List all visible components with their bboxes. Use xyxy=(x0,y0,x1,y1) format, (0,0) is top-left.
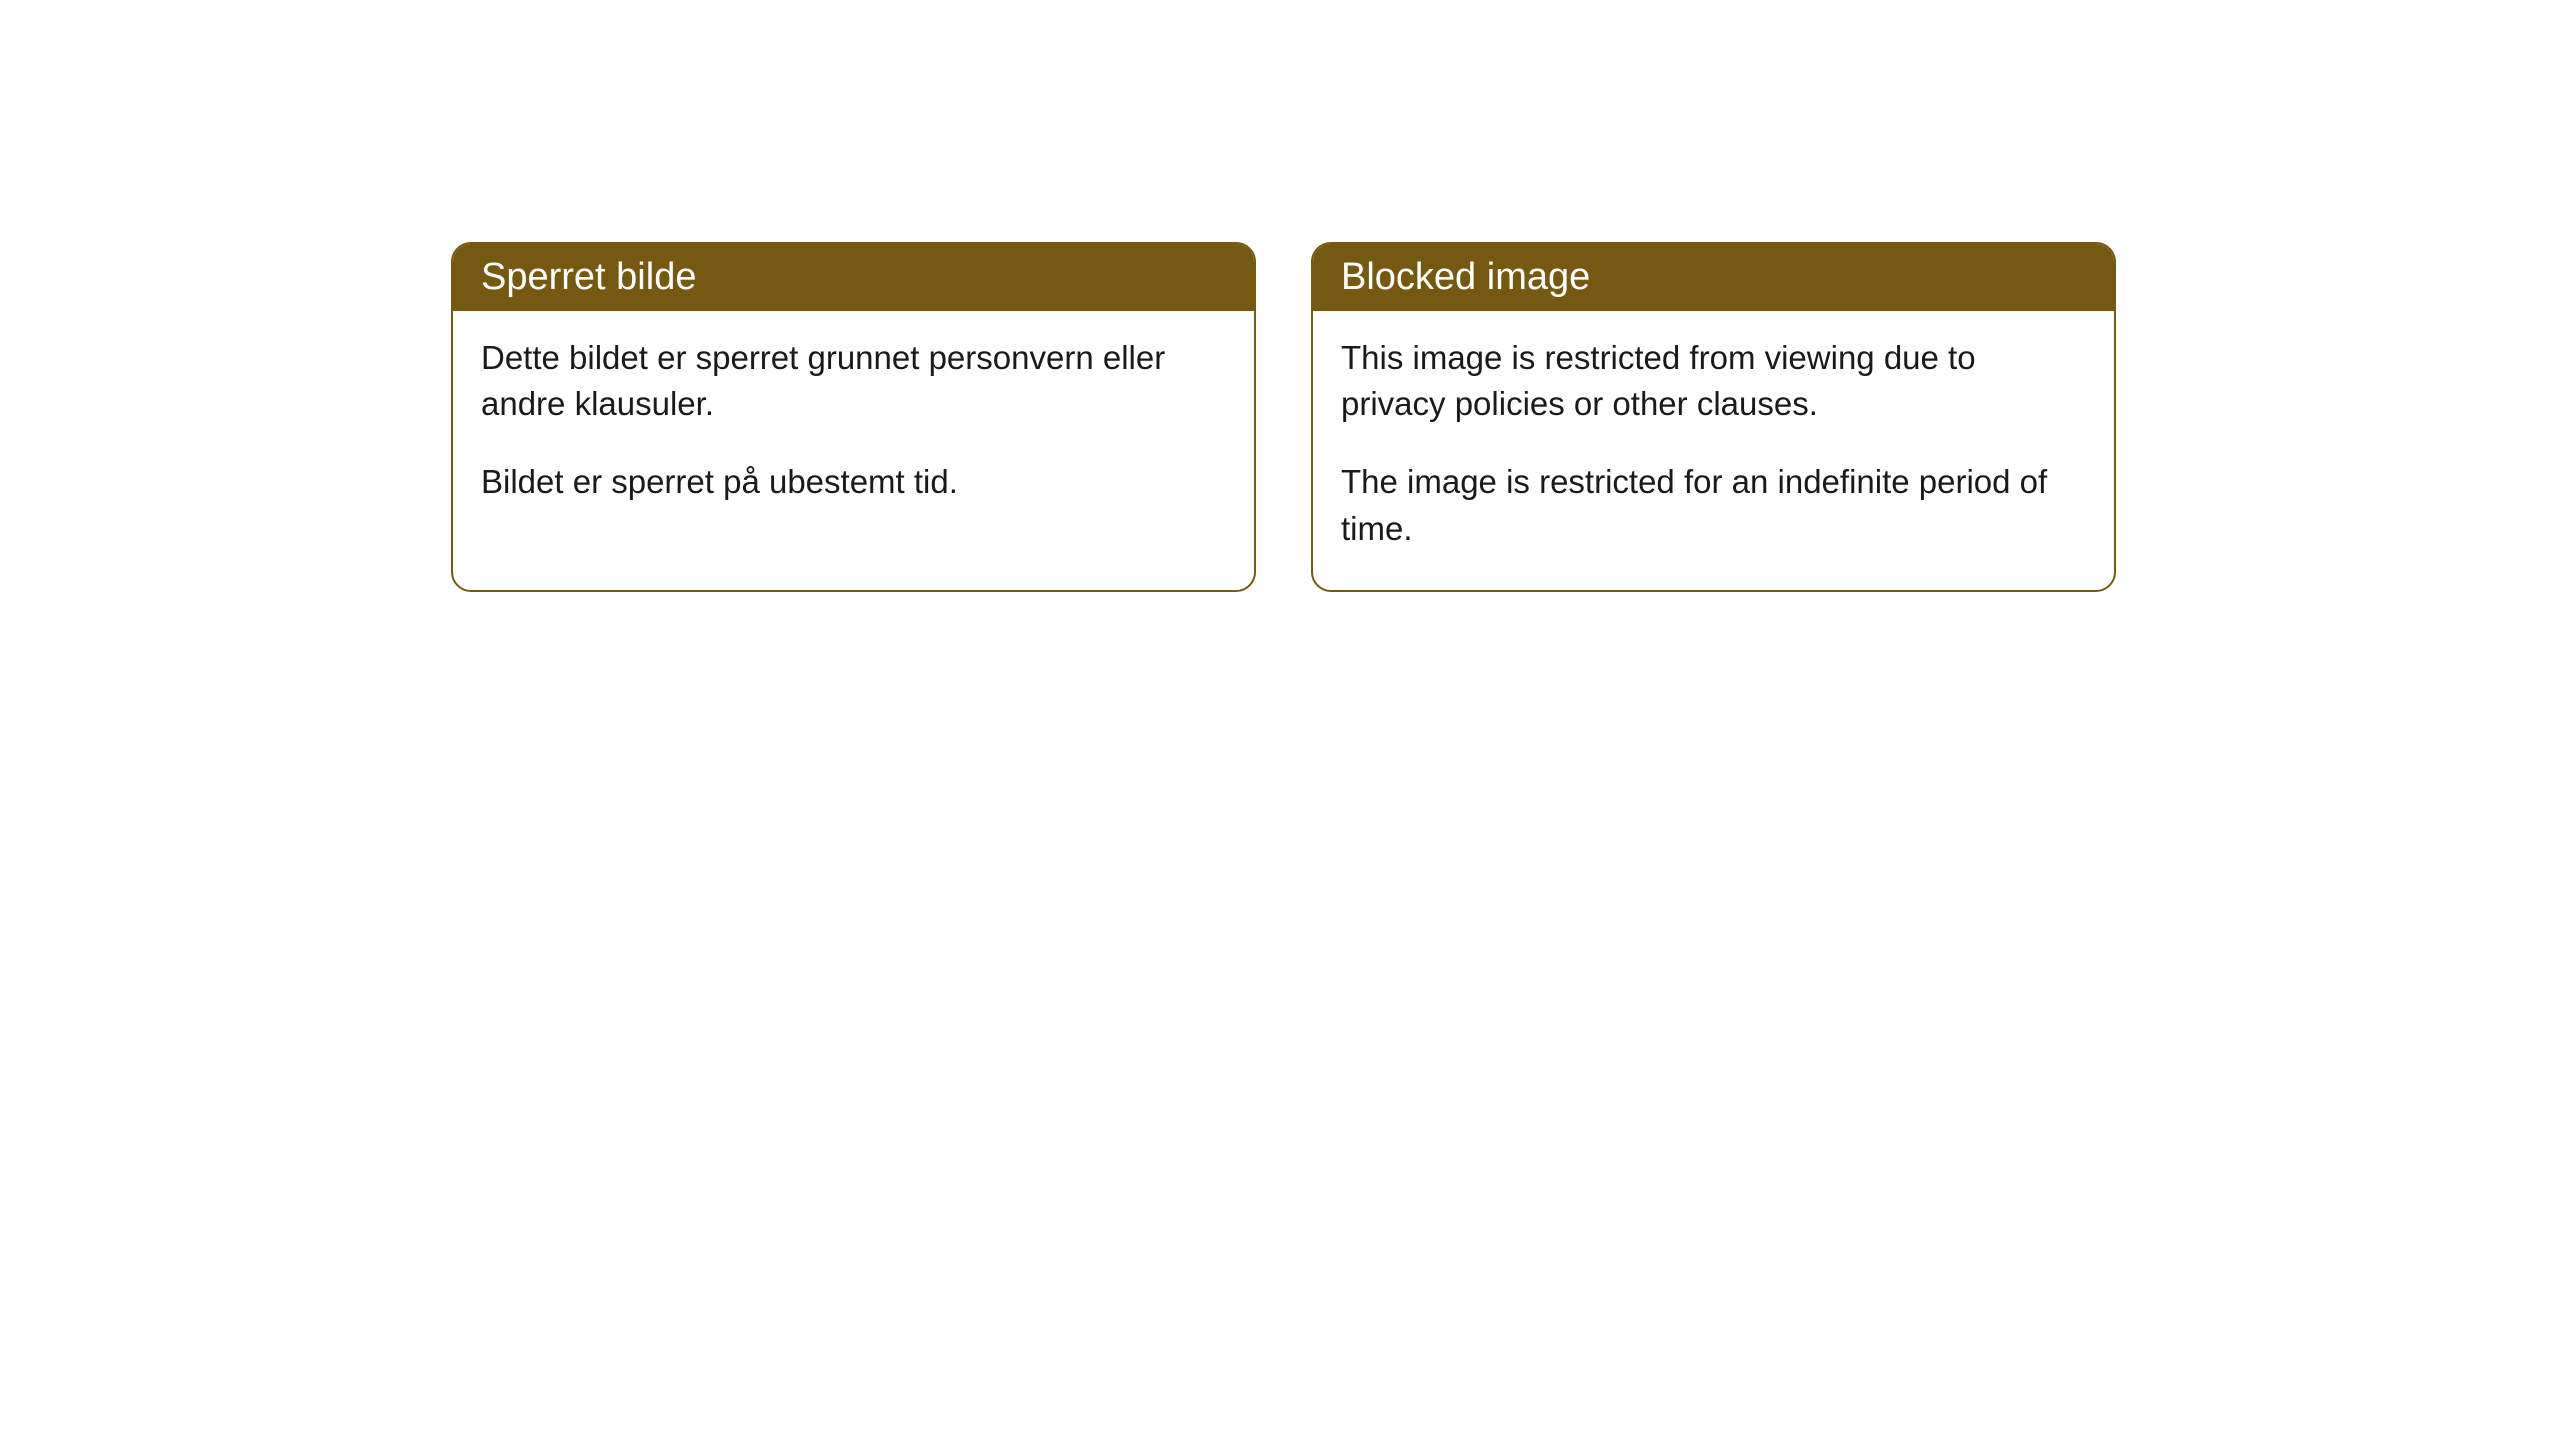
card-paragraph-1-english: This image is restricted from viewing du… xyxy=(1341,335,2086,427)
card-title-english: Blocked image xyxy=(1341,256,1590,298)
card-paragraph-1-norwegian: Dette bildet er sperret grunnet personve… xyxy=(481,335,1226,427)
cards-container: Sperret bilde Dette bildet er sperret gr… xyxy=(0,0,2560,592)
card-body-english: This image is restricted from viewing du… xyxy=(1313,311,2114,590)
card-title-norwegian: Sperret bilde xyxy=(481,256,696,298)
card-body-norwegian: Dette bildet er sperret grunnet personve… xyxy=(453,311,1254,544)
card-header-english: Blocked image xyxy=(1313,244,2114,311)
card-header-norwegian: Sperret bilde xyxy=(453,244,1254,311)
blocked-image-card-norwegian: Sperret bilde Dette bildet er sperret gr… xyxy=(451,242,1256,592)
card-paragraph-2-english: The image is restricted for an indefinit… xyxy=(1341,459,2086,551)
card-paragraph-2-norwegian: Bildet er sperret på ubestemt tid. xyxy=(481,459,1226,505)
blocked-image-card-english: Blocked image This image is restricted f… xyxy=(1311,242,2116,592)
